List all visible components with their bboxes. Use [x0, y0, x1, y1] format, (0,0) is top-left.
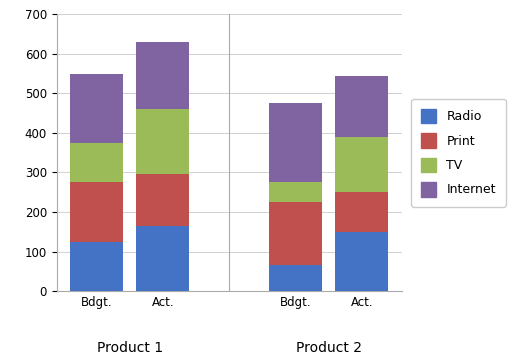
Bar [269, 202, 322, 266]
Text: Product 2: Product 2 [296, 341, 362, 355]
Bar [335, 76, 388, 137]
Text: Product 1: Product 1 [97, 341, 163, 355]
Bar [136, 174, 190, 226]
Bar [335, 232, 388, 291]
Bar [136, 109, 190, 174]
Bar [70, 242, 123, 291]
Bar [70, 182, 123, 242]
Bar [335, 137, 388, 192]
Bar [136, 42, 190, 109]
Bar [70, 73, 123, 143]
Bar [269, 266, 322, 291]
Bar [70, 143, 123, 182]
Legend: Radio, Print, TV, Internet: Radio, Print, TV, Internet [411, 99, 506, 207]
Bar [136, 226, 190, 291]
Bar [269, 103, 322, 182]
Bar [335, 192, 388, 232]
Bar [269, 182, 322, 202]
